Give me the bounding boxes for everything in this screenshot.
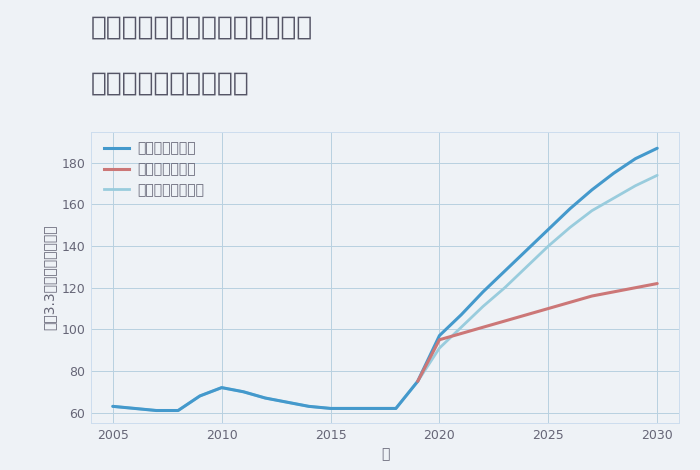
- Y-axis label: 坪（3.3㎡）単価（万円）: 坪（3.3㎡）単価（万円）: [42, 225, 56, 330]
- Text: 大阪府大阪市東淀川区東中島の: 大阪府大阪市東淀川区東中島の: [91, 14, 314, 40]
- X-axis label: 年: 年: [381, 447, 389, 461]
- Legend: グッドシナリオ, バッドシナリオ, ノーマルシナリオ: グッドシナリオ, バッドシナリオ, ノーマルシナリオ: [104, 141, 204, 197]
- Text: 中古戸建ての価格推移: 中古戸建ての価格推移: [91, 70, 250, 96]
